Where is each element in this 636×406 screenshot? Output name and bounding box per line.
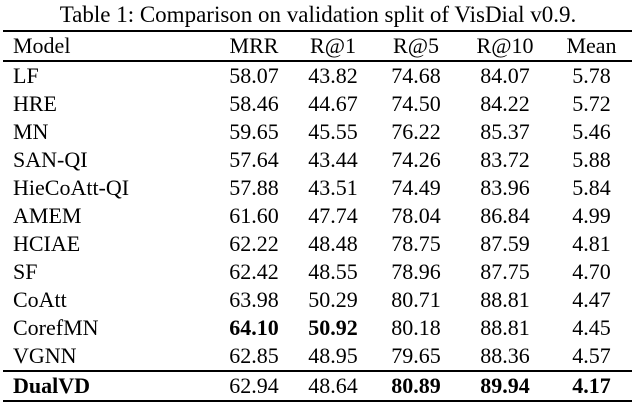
metric-value-cell: 64.10 bbox=[229, 315, 279, 340]
model-name-cell: SAN-QI bbox=[13, 147, 88, 172]
metric-value-cell: 89.94 bbox=[480, 373, 530, 398]
model-name-cell: SF bbox=[13, 259, 38, 284]
metric-value-cell: 88.81 bbox=[480, 287, 530, 312]
metric-value-cell: 88.81 bbox=[480, 315, 530, 340]
table-row: LF 58.07 43.82 74.68 84.07 5.78 bbox=[3, 61, 632, 90]
metric-value-cell: 79.65 bbox=[391, 343, 441, 368]
results-table-body: LF 58.07 43.82 74.68 84.07 5.78 HRE 58.46 44.67 7… bbox=[3, 61, 632, 401]
metric-value-cell: 83.72 bbox=[480, 147, 530, 172]
metric-value-cell: 83.96 bbox=[480, 175, 530, 200]
metric-value-cell: 48.64 bbox=[308, 373, 358, 398]
metric-value-cell: 74.26 bbox=[391, 147, 441, 172]
table-row: CoAtt 63.98 50.29 80.71 88.81 4.47 bbox=[3, 286, 632, 314]
metric-value-cell: 63.98 bbox=[229, 287, 279, 312]
metric-value-cell: 4.57 bbox=[572, 343, 611, 368]
metric-value-cell: 59.65 bbox=[229, 119, 279, 144]
metric-value-cell: 50.29 bbox=[308, 287, 358, 312]
metric-value-cell: 62.85 bbox=[229, 343, 279, 368]
model-name-cell: VGNN bbox=[13, 343, 77, 368]
metric-value-cell: 74.68 bbox=[391, 63, 441, 88]
metric-value-cell: 62.22 bbox=[229, 231, 279, 256]
column-header-r10: R@10 bbox=[476, 33, 534, 58]
metric-value-cell: 4.70 bbox=[572, 259, 611, 284]
metric-value-cell: 80.71 bbox=[391, 287, 441, 312]
table-row: HieCoAtt-QI 57.88 43.51 74.49 83.96 5.84 bbox=[3, 174, 632, 202]
metric-value-cell: 5.46 bbox=[572, 119, 611, 144]
model-name-cell: LF bbox=[13, 63, 39, 88]
table-row: HCIAE 62.22 48.48 78.75 87.59 4.81 bbox=[3, 230, 632, 258]
metric-value-cell: 87.59 bbox=[480, 231, 530, 256]
metric-value-cell: 57.88 bbox=[229, 175, 279, 200]
metric-value-cell: 80.89 bbox=[391, 373, 441, 398]
model-name-cell: DualVD bbox=[13, 373, 91, 398]
model-name-cell: CorefMN bbox=[13, 315, 99, 340]
model-name-cell: HCIAE bbox=[13, 231, 81, 256]
table-row: SAN-QI 57.64 43.44 74.26 83.72 5.88 bbox=[3, 146, 632, 174]
metric-value-cell: 76.22 bbox=[391, 119, 441, 144]
metric-value-cell: 4.47 bbox=[572, 287, 611, 312]
metric-value-cell: 5.78 bbox=[572, 63, 611, 88]
table-row: MN 59.65 45.55 76.22 85.37 5.46 bbox=[3, 118, 632, 146]
metric-value-cell: 44.67 bbox=[308, 91, 358, 116]
column-header-mrr: MRR bbox=[229, 33, 279, 58]
metric-value-cell: 48.48 bbox=[308, 231, 358, 256]
metric-value-cell: 78.96 bbox=[391, 259, 441, 284]
metric-value-cell: 62.42 bbox=[229, 259, 279, 284]
metric-value-cell: 74.50 bbox=[391, 91, 441, 116]
metric-value-cell: 4.17 bbox=[572, 373, 611, 398]
metric-value-cell: 5.84 bbox=[572, 175, 611, 200]
metric-value-cell: 4.45 bbox=[572, 315, 611, 340]
model-name-cell: AMEM bbox=[13, 203, 82, 228]
metric-value-cell: 48.95 bbox=[308, 343, 358, 368]
metric-value-cell: 62.94 bbox=[229, 373, 279, 398]
column-header-r1: R@1 bbox=[310, 33, 356, 58]
metric-value-cell: 4.99 bbox=[572, 203, 611, 228]
metric-value-cell: 80.18 bbox=[391, 315, 441, 340]
metric-value-cell: 87.75 bbox=[480, 259, 530, 284]
table-row: SF 62.42 48.55 78.96 87.75 4.70 bbox=[3, 258, 632, 286]
column-header-model: Model bbox=[13, 33, 71, 58]
table-row: DualVD 62.94 48.64 80.89 89.94 4.17 bbox=[3, 371, 632, 401]
metric-value-cell: 43.82 bbox=[308, 63, 358, 88]
table-row: VGNN 62.85 48.95 79.65 88.36 4.57 bbox=[3, 342, 632, 371]
metric-value-cell: 78.75 bbox=[391, 231, 441, 256]
metric-value-cell: 43.51 bbox=[308, 175, 358, 200]
table-row: AMEM 61.60 47.74 78.04 86.84 4.99 bbox=[3, 202, 632, 230]
model-name-cell: CoAtt bbox=[13, 287, 67, 312]
table-header-row: Model MRR R@1 R@5 R@10 Mean bbox=[3, 31, 632, 61]
column-header-mean: Mean bbox=[566, 33, 617, 58]
metric-value-cell: 84.07 bbox=[480, 63, 530, 88]
table-row: CorefMN 64.10 50.92 80.18 88.81 4.45 bbox=[3, 314, 632, 342]
metric-value-cell: 4.81 bbox=[572, 231, 611, 256]
metric-value-cell: 78.04 bbox=[391, 203, 441, 228]
model-name-cell: MN bbox=[13, 119, 49, 144]
metric-value-cell: 5.88 bbox=[572, 147, 611, 172]
metric-value-cell: 61.60 bbox=[229, 203, 279, 228]
metric-value-cell: 88.36 bbox=[480, 343, 530, 368]
metric-value-cell: 57.64 bbox=[229, 147, 279, 172]
metric-value-cell: 48.55 bbox=[308, 259, 358, 284]
metric-value-cell: 50.92 bbox=[308, 315, 358, 340]
column-header-r5: R@5 bbox=[393, 33, 439, 58]
results-table: Model MRR R@1 R@5 R@10 Mean LF 58.07 43.82… bbox=[3, 30, 632, 402]
metric-value-cell: 5.72 bbox=[572, 91, 611, 116]
model-name-cell: HieCoAtt-QI bbox=[13, 175, 130, 200]
metric-value-cell: 84.22 bbox=[480, 91, 530, 116]
table-caption: Table 1: Comparison on validation split … bbox=[59, 2, 577, 27]
metric-value-cell: 74.49 bbox=[391, 175, 441, 200]
metric-value-cell: 58.07 bbox=[229, 63, 279, 88]
metric-value-cell: 47.74 bbox=[308, 203, 358, 228]
metric-value-cell: 43.44 bbox=[308, 147, 358, 172]
table-row: HRE 58.46 44.67 74.50 84.22 5.72 bbox=[3, 90, 632, 118]
metric-value-cell: 85.37 bbox=[480, 119, 530, 144]
metric-value-cell: 86.84 bbox=[480, 203, 530, 228]
model-name-cell: HRE bbox=[13, 91, 57, 116]
metric-value-cell: 58.46 bbox=[229, 91, 279, 116]
metric-value-cell: 45.55 bbox=[308, 119, 358, 144]
